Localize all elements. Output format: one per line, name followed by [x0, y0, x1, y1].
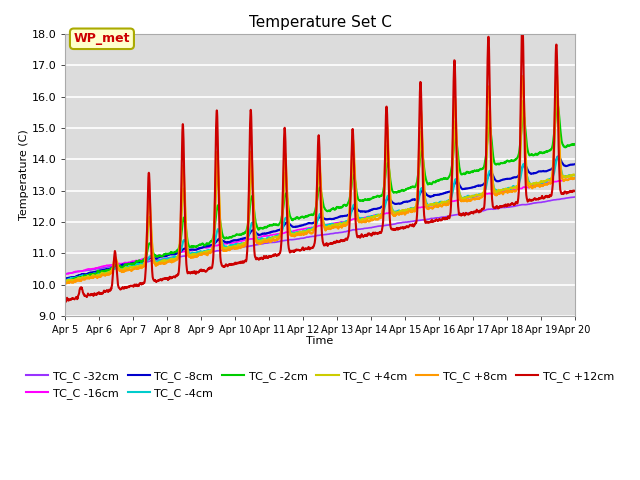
TC_C -2cm [335, 205, 342, 211]
Line: TC_C -4cm: TC_C -4cm [65, 157, 575, 280]
TC_C +8cm [468, 197, 476, 203]
TC_C -8cm [61, 276, 69, 281]
TC_C +12cm [346, 220, 353, 226]
TC_C -16cm [540, 180, 548, 186]
TC_C -16cm [346, 218, 353, 224]
TC_C -2cm [61, 278, 69, 284]
TC_C +12cm [61, 297, 69, 303]
TC_C -4cm [61, 277, 69, 283]
TC_C -16cm [468, 194, 476, 200]
TC_C -2cm [554, 101, 561, 107]
TC_C +12cm [468, 209, 476, 215]
TC_C +4cm [553, 92, 561, 97]
TC_C +8cm [526, 184, 534, 190]
TC_C -32cm [540, 199, 548, 204]
TC_C +4cm [468, 193, 476, 199]
TC_C -16cm [571, 175, 579, 181]
TC_C -16cm [204, 245, 211, 251]
Line: TC_C +12cm: TC_C +12cm [65, 21, 575, 301]
TC_C -4cm [346, 216, 353, 222]
TC_C -4cm [335, 221, 342, 227]
Line: TC_C +8cm: TC_C +8cm [65, 72, 575, 283]
TC_C +12cm [335, 239, 342, 244]
TC_C +8cm [540, 182, 548, 188]
TC_C -32cm [571, 194, 579, 200]
TC_C +4cm [204, 249, 211, 255]
TC_C -32cm [204, 250, 211, 255]
Line: TC_C -2cm: TC_C -2cm [65, 104, 575, 282]
TC_C +12cm [518, 18, 526, 24]
TC_C -32cm [346, 228, 353, 234]
TC_C +4cm [335, 222, 342, 228]
TC_C -16cm [335, 220, 342, 226]
TC_C +8cm [571, 176, 579, 181]
TC_C +4cm [571, 172, 579, 178]
TC_C -8cm [335, 215, 342, 220]
TC_C -4cm [554, 154, 562, 160]
TC_C +8cm [553, 70, 561, 75]
Line: TC_C -32cm: TC_C -32cm [65, 197, 575, 274]
TC_C -4cm [526, 181, 534, 187]
TC_C -2cm [526, 153, 534, 158]
TC_C -2cm [204, 240, 211, 246]
Legend: TC_C -32cm, TC_C -16cm, TC_C -8cm, TC_C -4cm, TC_C -2cm, TC_C +4cm, TC_C +8cm, T: TC_C -32cm, TC_C -16cm, TC_C -8cm, TC_C … [22, 367, 618, 403]
TC_C -32cm [526, 201, 534, 207]
TC_C +8cm [335, 225, 342, 231]
TC_C +4cm [526, 181, 534, 187]
TC_C -16cm [61, 271, 69, 277]
TC_C -2cm [64, 279, 72, 285]
TC_C +12cm [62, 299, 70, 304]
TC_C -32cm [335, 230, 342, 236]
Y-axis label: Temperature (C): Temperature (C) [19, 130, 29, 220]
TC_C +12cm [540, 195, 548, 201]
TC_C +4cm [540, 179, 548, 184]
TC_C -4cm [468, 194, 476, 200]
TC_C +12cm [526, 197, 534, 203]
TC_C -8cm [346, 211, 353, 216]
Line: TC_C -16cm: TC_C -16cm [65, 178, 575, 274]
TC_C -8cm [525, 170, 533, 176]
TC_C -8cm [571, 161, 579, 167]
TC_C +8cm [346, 204, 353, 210]
TC_C +4cm [346, 210, 353, 216]
Line: TC_C +4cm: TC_C +4cm [65, 95, 575, 282]
TC_C -4cm [62, 277, 70, 283]
TC_C +4cm [61, 278, 69, 284]
TC_C -4cm [204, 248, 211, 253]
Text: WP_met: WP_met [74, 32, 130, 45]
TC_C -8cm [468, 185, 476, 191]
TC_C -2cm [571, 142, 579, 147]
TC_C -8cm [554, 154, 562, 159]
TC_C +8cm [61, 280, 69, 286]
TC_C -32cm [468, 210, 476, 216]
TC_C -4cm [571, 172, 579, 178]
TC_C -8cm [540, 168, 548, 174]
TC_C +12cm [204, 266, 211, 272]
TC_C -16cm [525, 184, 533, 190]
TC_C +8cm [204, 252, 211, 258]
X-axis label: Time: Time [307, 336, 333, 347]
TC_C -2cm [468, 169, 476, 175]
Title: Temperature Set C: Temperature Set C [248, 15, 392, 30]
Line: TC_C -8cm: TC_C -8cm [65, 156, 575, 278]
TC_C +4cm [62, 279, 70, 285]
TC_C -2cm [540, 150, 548, 156]
TC_C +8cm [63, 280, 70, 286]
TC_C -8cm [204, 243, 211, 249]
TC_C -32cm [61, 271, 69, 276]
TC_C -4cm [540, 179, 548, 184]
TC_C -32cm [61, 271, 69, 276]
TC_C -2cm [346, 196, 353, 202]
TC_C +12cm [571, 188, 579, 194]
